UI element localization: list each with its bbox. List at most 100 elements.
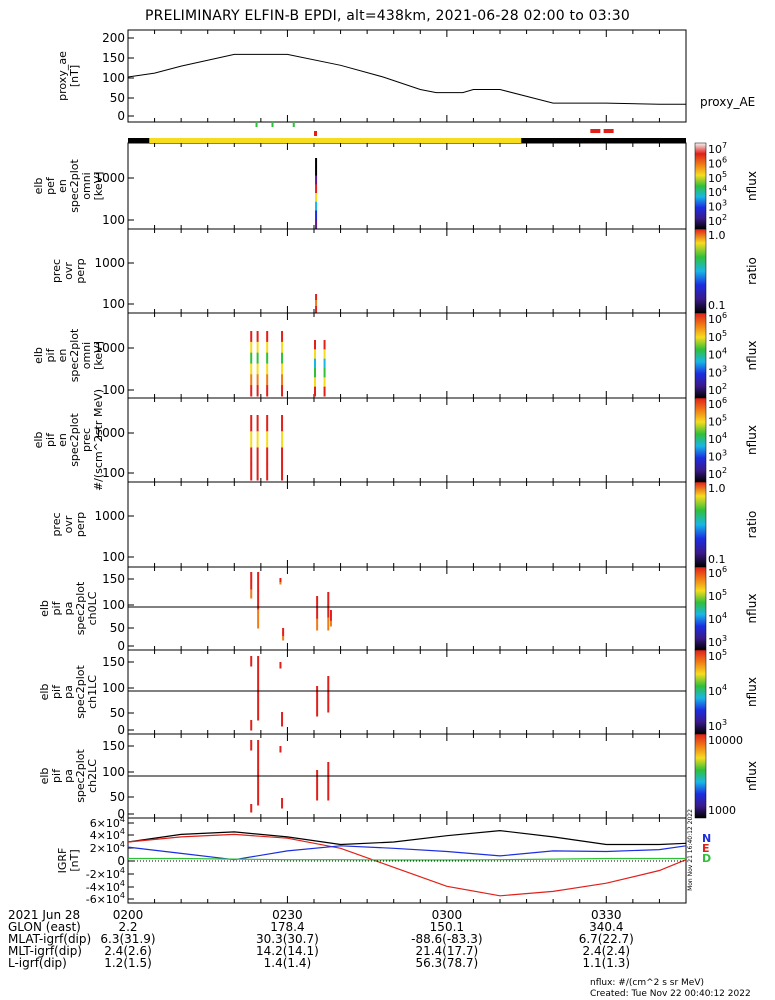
spectrogram-streak	[257, 740, 260, 806]
y-tick-label: 0	[117, 807, 125, 821]
y-tick-label: 2×104	[90, 840, 125, 855]
spectrogram-streak	[282, 628, 285, 633]
y-tick-label: 150	[102, 572, 125, 586]
y-tick-label: 50	[110, 706, 125, 720]
spectrogram-streak	[257, 590, 260, 610]
y-axis-label: elb pif en spec2plot omni [keV]	[32, 328, 105, 382]
spectrogram-streak	[256, 431, 259, 448]
panel-frame	[127, 566, 687, 651]
spectrogram-streak	[281, 363, 284, 375]
ephem-row-label: MLAT-igrf(dip)	[8, 932, 91, 946]
spectrogram-streak	[281, 341, 284, 354]
colorbar-tick-label: 102	[708, 466, 727, 481]
y-tick-label: 150	[102, 739, 125, 753]
ephem-value: 1.4(1.4)	[264, 956, 312, 970]
y-axis-label-line: omni	[80, 342, 93, 369]
spectrogram-streak	[314, 340, 316, 350]
spectrogram-streak	[256, 374, 259, 386]
spectrogram-streak	[256, 341, 259, 354]
ephem-value: 2.4(2.6)	[104, 944, 152, 958]
y-tick-label: 0	[117, 639, 125, 653]
ephem-row-label: L-igrf(dip)	[8, 956, 67, 970]
spectrogram-streak	[266, 385, 269, 397]
y-axis-label-line: ch0LC	[86, 591, 99, 625]
panel-frame	[127, 481, 687, 568]
side-stamp: Mon Nov 21 16:40:12 2022	[687, 809, 694, 891]
y-axis-label-line: elb	[38, 600, 51, 617]
spectrogram-streak	[250, 431, 253, 448]
colorbar-title: nflux	[745, 677, 759, 707]
ephem-value: 178.4	[270, 920, 304, 934]
y-axis-label-line: spec2plot	[74, 749, 87, 803]
y-axis-label-line: spec2plot	[74, 581, 87, 635]
colorbar-tick-label: 104	[708, 683, 727, 698]
spectrogram-streak	[266, 352, 269, 364]
y-axis-label-line: prec	[50, 512, 63, 536]
y-axis-label-line: elb	[38, 684, 51, 701]
y-axis-label-line: spec2plot	[68, 159, 81, 213]
spectrogram-streak	[315, 294, 318, 301]
ephem-value: 340.4	[589, 920, 623, 934]
y-axis-label-line: pa	[62, 602, 75, 616]
zone-marker-red	[603, 129, 614, 133]
colorbar-tick-label: 104	[708, 611, 727, 626]
spectrogram-streak	[250, 352, 253, 364]
zone-marker-green	[292, 121, 295, 127]
y-axis-label-line: pif	[50, 684, 63, 699]
spectrogram-streak	[281, 447, 284, 465]
colorbar	[694, 312, 707, 399]
y-axis-label-line: prec	[80, 428, 93, 452]
chart-title: PRELIMINARY ELFIN-B EPDI, alt=438km, 202…	[145, 8, 630, 24]
colorbar-tick-label: 106	[708, 396, 727, 411]
ephem-value: -88.6(-83.3)	[411, 932, 482, 946]
spectrogram-streak	[257, 572, 260, 592]
colorbar-tick-label: 102	[708, 382, 727, 397]
spectrogram-streak	[329, 610, 332, 616]
y-tick-label: 100	[102, 71, 125, 85]
y-tick-label: 150	[102, 655, 125, 669]
ephem-value: 6.3(31.9)	[100, 932, 155, 946]
igrf-legend-entry: D	[702, 852, 711, 865]
panel-frame	[127, 228, 687, 314]
y-axis-label-line: pif	[44, 432, 57, 447]
colorbar-title: nflux	[745, 171, 759, 201]
spectrogram-streak	[323, 368, 326, 378]
spectrogram-streak	[314, 377, 316, 388]
spectrogram-streak	[256, 447, 259, 465]
y-axis-label-line: spec2plot	[68, 328, 81, 382]
colorbar-tick-label: 104	[708, 184, 727, 199]
y-axis-label-line: [keV]	[92, 341, 105, 370]
colorbar-tick-label: 106	[708, 311, 727, 326]
y-axis-label-line: pif	[50, 768, 63, 783]
y-axis-label-line: IGRF	[56, 848, 69, 874]
spectrogram-streak	[266, 331, 269, 343]
colorbar	[694, 733, 707, 819]
spectrogram-streak	[250, 463, 253, 481]
spectrogram-streak	[327, 676, 330, 713]
spectrogram-streak	[314, 358, 316, 369]
y-axis-label: elb pif en spec2plot prec #/(scm^2str MeV)	[32, 389, 105, 491]
colorbar-tick-label: 0.1	[708, 299, 726, 312]
igrf-legend-entry: E	[702, 842, 710, 855]
colorbar-tick-label: 104	[708, 347, 727, 362]
spectrogram-streak	[315, 201, 318, 211]
y-axis-label: elb pif pa spec2plot ch0LC	[38, 581, 99, 635]
spectrogram-streak	[315, 219, 318, 229]
spectrogram-streak	[315, 210, 318, 220]
spectrogram-streak	[314, 349, 316, 360]
y-axis-label: elb pif pa spec2plot ch2LC	[38, 749, 99, 803]
spectrogram-streak	[256, 463, 259, 481]
spectrogram-streak	[315, 166, 318, 176]
spectrogram-streak	[323, 340, 326, 350]
y-axis-label-line: en	[56, 349, 69, 363]
spectrogram-streak	[250, 447, 253, 465]
spectrogram-streak	[316, 607, 319, 620]
spectrogram-streak	[323, 358, 326, 369]
spectrogram-streak	[327, 604, 330, 618]
spectrogram-streak	[250, 804, 253, 813]
colorbar	[694, 228, 707, 314]
colorbar-tick-label: 105	[708, 414, 727, 429]
y-tick-label: 100	[102, 765, 125, 779]
colorbar-title: nflux	[745, 594, 759, 624]
ephem-row-label: 2021 Jun 28	[8, 908, 80, 922]
